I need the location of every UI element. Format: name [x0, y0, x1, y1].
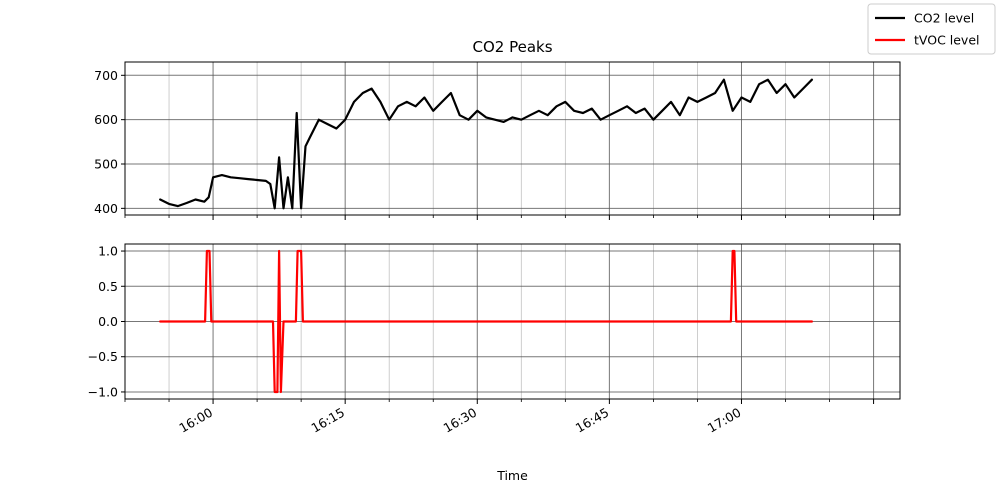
co2-ticks: 400 500 600 700 [94, 68, 875, 220]
tvoc-y-tick-label: −0.5 [88, 349, 118, 364]
tvoc-y-tick-label: 1.0 [98, 244, 118, 259]
tvoc-y-tick-label: −1.0 [88, 384, 118, 399]
chart-title: CO2 Peaks [472, 38, 552, 56]
co2-y-tick-label: 500 [94, 157, 118, 172]
co2-y-tick-label: 400 [94, 201, 118, 216]
legend: CO2 level tVOC level [867, 3, 996, 55]
co2-series-line [159, 78, 814, 210]
co2-grid [124, 62, 900, 215]
tvoc-panel: 16:00 16:15 16:30 16:45 17:00 −1.0 −0.5 0.0 0.5 1… [88, 243, 901, 483]
legend-label-tvoc: tVOC level [914, 33, 980, 48]
tvoc-x-tick-label: 16:45 [573, 405, 612, 436]
tvoc-x-tick-label: 16:15 [309, 405, 348, 436]
co2-axes-frame [124, 61, 901, 216]
x-axis-label: Time [496, 468, 528, 483]
tvoc-x-tick-label: 17:00 [705, 405, 744, 436]
tvoc-x-tick-label: 16:00 [176, 405, 215, 436]
co2-y-tick-label: 600 [94, 112, 118, 127]
legend-label-co2: CO2 level [914, 11, 974, 26]
co2-panel: 400 500 600 700 CO2 Peaks [94, 38, 901, 220]
tvoc-x-tick-label: 16:30 [441, 405, 480, 436]
tvoc-y-tick-label: 0.0 [98, 314, 118, 329]
co2-y-tick-label: 700 [94, 68, 118, 83]
tvoc-series-line [159, 249, 814, 394]
tvoc-series [159, 249, 814, 394]
legend-box [867, 3, 996, 55]
co2-series [159, 78, 814, 210]
tvoc-y-tick-label: 0.5 [98, 279, 118, 294]
